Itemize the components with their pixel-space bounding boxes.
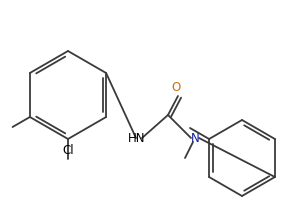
Text: N: N bbox=[191, 132, 199, 145]
Text: O: O bbox=[171, 81, 181, 94]
Text: Cl: Cl bbox=[62, 144, 74, 157]
Text: HN: HN bbox=[128, 132, 145, 145]
